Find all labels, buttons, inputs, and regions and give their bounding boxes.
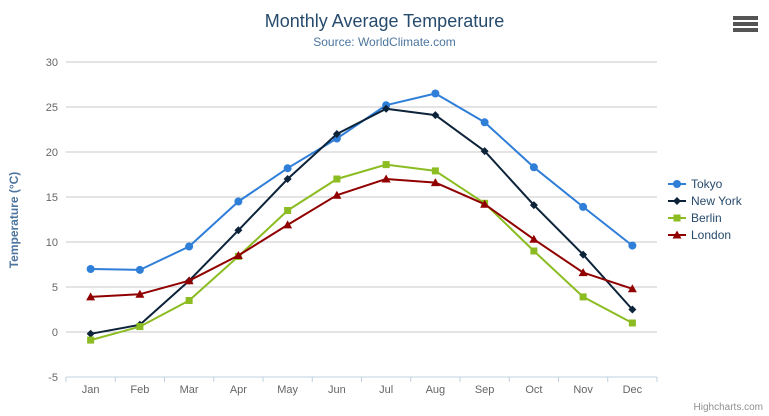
series-marker-berlin[interactable] bbox=[136, 323, 144, 331]
series-marker-berlin[interactable] bbox=[284, 207, 292, 214]
series-marker-berlin[interactable] bbox=[431, 167, 439, 175]
series-marker-tokyo[interactable] bbox=[480, 118, 489, 127]
series-marker-new-york[interactable] bbox=[628, 305, 637, 314]
series-marker-berlin[interactable] bbox=[333, 175, 341, 183]
series-marker-new-york[interactable] bbox=[431, 111, 440, 120]
y-tick-label: 5 bbox=[52, 282, 58, 294]
context-menu-button[interactable] bbox=[733, 15, 759, 33]
x-tick-label: Nov bbox=[573, 384, 593, 396]
series-line-tokyo[interactable] bbox=[89, 92, 634, 271]
series-marker-new-york[interactable] bbox=[283, 175, 292, 183]
hamburger-icon bbox=[733, 22, 758, 26]
legend-item-tokyo[interactable]: Tokyo bbox=[668, 177, 742, 191]
y-tick-label: 20 bbox=[46, 147, 58, 159]
y-tick-label: 25 bbox=[46, 102, 58, 114]
diamond-legend-icon bbox=[668, 197, 686, 205]
series-marker-new-york[interactable] bbox=[332, 130, 341, 138]
legend-item-new-york[interactable]: New York bbox=[668, 194, 742, 208]
series-line-london[interactable] bbox=[89, 178, 634, 298]
y-axis-title: Temperature (°C) bbox=[7, 171, 21, 269]
legend-label: New York bbox=[691, 194, 742, 208]
y-tick-label: 15 bbox=[46, 192, 58, 204]
series-line-new-york[interactable] bbox=[89, 107, 634, 335]
x-tick-label: Feb bbox=[130, 384, 149, 396]
x-tick-label: Dec bbox=[623, 384, 643, 396]
y-tick-label: 10 bbox=[46, 237, 58, 249]
series-marker-london[interactable] bbox=[578, 268, 588, 277]
series-marker-berlin[interactable] bbox=[579, 293, 587, 301]
series-marker-berlin[interactable] bbox=[87, 336, 95, 344]
series-marker-berlin[interactable] bbox=[628, 319, 636, 327]
series-marker-berlin[interactable] bbox=[530, 247, 538, 255]
series-marker-tokyo[interactable] bbox=[628, 241, 637, 250]
x-tick-label: Jun bbox=[328, 384, 346, 396]
legend-label: London bbox=[691, 228, 732, 242]
series-marker-london[interactable] bbox=[381, 174, 391, 183]
series-marker-tokyo[interactable] bbox=[185, 242, 194, 251]
legend-label: Berlin bbox=[691, 211, 722, 225]
series-marker-london[interactable] bbox=[135, 289, 145, 298]
series-marker-london[interactable] bbox=[627, 284, 637, 293]
hamburger-icon bbox=[733, 28, 758, 32]
x-tick-label: May bbox=[277, 384, 298, 396]
legend: Tokyo New York Berlin London bbox=[668, 177, 742, 242]
legend-item-london[interactable]: London bbox=[668, 228, 742, 242]
y-tick-label: 30 bbox=[46, 57, 58, 69]
series-marker-new-york[interactable] bbox=[529, 201, 538, 210]
series-marker-tokyo[interactable] bbox=[529, 163, 538, 172]
series-marker-tokyo[interactable] bbox=[234, 197, 243, 206]
x-tick-label: Aug bbox=[426, 384, 446, 396]
x-tick-label: Mar bbox=[180, 384, 199, 396]
x-tick-label: Apr bbox=[230, 384, 247, 396]
series-marker-new-york[interactable] bbox=[579, 250, 588, 259]
series-marker-london[interactable] bbox=[480, 199, 490, 208]
series-marker-berlin[interactable] bbox=[382, 161, 390, 169]
series-marker-tokyo[interactable] bbox=[135, 265, 144, 274]
legend-label: Tokyo bbox=[691, 177, 723, 191]
y-tick-label: -5 bbox=[48, 372, 58, 384]
x-tick-label: Sep bbox=[475, 384, 495, 396]
series-marker-london[interactable] bbox=[430, 178, 440, 187]
x-tick-label: Oct bbox=[525, 384, 542, 396]
series-marker-tokyo[interactable] bbox=[86, 265, 95, 273]
chart-subtitle: Source: WorldClimate.com bbox=[313, 35, 456, 49]
series-marker-london[interactable] bbox=[86, 292, 96, 301]
hamburger-icon bbox=[733, 16, 758, 20]
credits-link[interactable]: Highcharts.com bbox=[693, 402, 763, 413]
series-marker-london[interactable] bbox=[184, 276, 194, 285]
square-legend-icon bbox=[668, 214, 686, 222]
series-marker-london[interactable] bbox=[283, 220, 293, 229]
y-tick-label: 0 bbox=[52, 327, 58, 339]
series-marker-tokyo[interactable] bbox=[579, 202, 588, 211]
series-marker-new-york[interactable] bbox=[480, 147, 489, 156]
x-tick-label: Jan bbox=[82, 384, 100, 396]
chart-title: Monthly Average Temperature bbox=[264, 11, 505, 31]
series-marker-tokyo[interactable] bbox=[283, 164, 292, 173]
series-marker-berlin[interactable] bbox=[185, 297, 193, 304]
x-tick-label: Jul bbox=[379, 384, 393, 396]
series-marker-tokyo[interactable] bbox=[431, 89, 440, 98]
legend-item-berlin[interactable]: Berlin bbox=[668, 211, 742, 225]
series-marker-new-york[interactable] bbox=[234, 226, 243, 235]
series-marker-london[interactable] bbox=[332, 190, 342, 199]
triangle-legend-icon bbox=[668, 230, 686, 239]
series-marker-london[interactable] bbox=[529, 234, 539, 243]
circle-legend-icon bbox=[668, 180, 686, 188]
series-line-berlin[interactable] bbox=[89, 163, 634, 342]
series-marker-new-york[interactable] bbox=[382, 104, 391, 113]
series-marker-new-york[interactable] bbox=[86, 329, 95, 338]
series-marker-london[interactable] bbox=[233, 251, 243, 259]
